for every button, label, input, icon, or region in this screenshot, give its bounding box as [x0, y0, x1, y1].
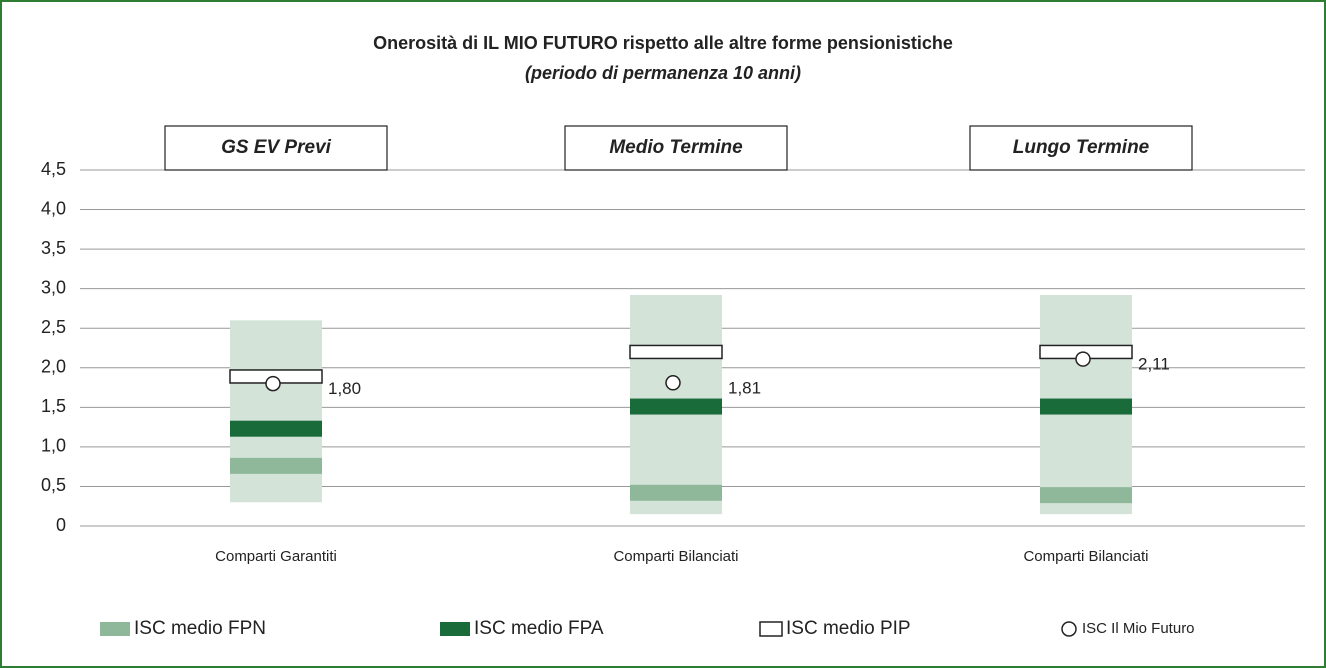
panel-box — [564, 125, 788, 171]
y-tick-label: 1,5 — [41, 396, 66, 416]
x-tick-label: Comparti Bilanciati — [613, 548, 738, 565]
y-tick-label: 4,5 — [41, 159, 66, 179]
y-tick-label: 3,0 — [41, 277, 66, 297]
range-bar — [230, 320, 322, 503]
chart-title: Onerosità di IL MIO FUTURO rispetto alle… — [373, 33, 953, 53]
legend-swatch — [100, 622, 130, 636]
value-label: 2,11 — [1138, 355, 1170, 374]
legend-label: ISC medio FPA — [474, 618, 604, 639]
legend-label: ISC medio PIP — [786, 618, 911, 639]
y-tick-label: 0 — [56, 515, 66, 535]
legend-swatch — [759, 621, 783, 637]
legend-label: ISC medio FPN — [134, 618, 266, 639]
band-marker — [1040, 487, 1132, 504]
panel-box — [969, 125, 1193, 171]
x-tick-label: Comparti Bilanciati — [1023, 548, 1148, 565]
y-tick-label: 2,0 — [41, 357, 66, 377]
y-tick-label: 1,0 — [41, 436, 66, 456]
value-label: 1,81 — [728, 378, 761, 397]
panel-box — [164, 125, 388, 171]
legend-swatch — [440, 622, 470, 636]
legend-swatch — [1061, 621, 1077, 637]
value-label: 1,80 — [328, 379, 361, 398]
band-marker — [230, 420, 322, 437]
panel-label: Medio Termine — [609, 137, 743, 158]
band-marker — [630, 484, 722, 501]
panel-label: Lungo Termine — [1013, 137, 1150, 158]
y-tick-label: 2,5 — [41, 317, 66, 337]
x-tick-label: Comparti Garantiti — [215, 548, 337, 565]
band-marker — [1040, 398, 1132, 415]
circle-marker — [265, 375, 281, 392]
band-marker — [230, 457, 322, 474]
band-marker — [630, 398, 722, 415]
panel-label: GS EV Previ — [221, 137, 332, 158]
band-marker — [629, 344, 723, 360]
circle-marker — [665, 375, 681, 391]
chart-subtitle: (periodo di permanenza 10 anni) — [525, 63, 801, 83]
y-tick-label: 4,0 — [41, 198, 66, 218]
y-tick-label: 3,5 — [41, 238, 66, 258]
y-tick-label: 0,5 — [41, 475, 66, 495]
circle-marker — [1075, 351, 1091, 367]
legend-label: ISC Il Mio Futuro — [1082, 620, 1195, 637]
